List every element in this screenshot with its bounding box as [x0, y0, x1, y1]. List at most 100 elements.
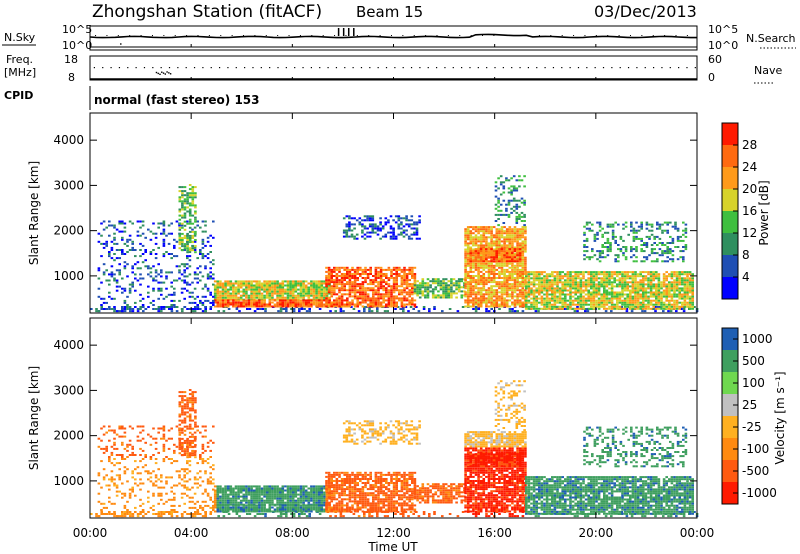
power-cell — [250, 299, 253, 302]
power-cell — [543, 305, 546, 308]
power-cell — [558, 289, 562, 292]
power-cell — [286, 303, 290, 306]
power-cell — [648, 229, 651, 232]
power-cell — [472, 297, 475, 300]
power-cell — [152, 299, 155, 302]
power-cell — [535, 273, 538, 276]
power-cell — [645, 227, 649, 230]
nsearch-dot — [561, 35, 563, 36]
power-cell — [194, 232, 197, 235]
power-cell — [482, 258, 485, 261]
power-cell — [656, 244, 659, 246]
power-cell — [170, 285, 173, 288]
power-cell — [574, 303, 577, 306]
power-cell — [513, 260, 517, 263]
power-cell — [516, 275, 519, 277]
power-cell — [683, 283, 687, 286]
power-cell — [252, 301, 256, 304]
power-cell — [655, 289, 658, 292]
power-cell — [511, 266, 514, 269]
power-cell — [325, 290, 329, 293]
power-cell — [204, 308, 207, 310]
power-cell — [206, 240, 210, 243]
power-cell — [487, 252, 491, 255]
power-cell — [408, 268, 411, 271]
power-cell — [669, 235, 672, 238]
power-cell — [165, 306, 168, 308]
power-cell — [121, 306, 124, 308]
power-cell — [487, 279, 491, 282]
power-cell — [466, 226, 470, 229]
nsearch-dot — [379, 35, 381, 36]
power-cell — [338, 281, 341, 284]
power-cell — [199, 271, 202, 274]
power-cell — [260, 288, 264, 291]
power-cell — [498, 262, 501, 265]
power-cell — [191, 194, 195, 197]
power-cell — [199, 265, 202, 268]
power-cell — [157, 310, 160, 313]
power-cell — [377, 301, 380, 304]
nave-dot — [344, 67, 346, 69]
power-cell — [566, 285, 570, 288]
power-cell — [196, 277, 199, 280]
power-cell — [464, 279, 467, 282]
power-cell — [178, 234, 182, 237]
power-cell — [592, 285, 596, 288]
power-cell — [505, 277, 509, 279]
power-cell — [221, 290, 225, 293]
power-cell — [603, 301, 606, 304]
power-cell — [188, 188, 192, 191]
power-cell — [577, 297, 580, 300]
power-cell — [524, 260, 527, 263]
power-cell — [291, 303, 295, 306]
power-cell — [691, 283, 694, 286]
power-cell — [361, 219, 364, 222]
power-cell — [464, 232, 467, 235]
power-cell — [527, 287, 531, 290]
power-cell — [532, 307, 536, 310]
power-cell — [379, 281, 383, 284]
power-cell — [583, 250, 586, 253]
power-cell — [131, 246, 134, 249]
power-cell — [508, 295, 512, 298]
power-cell — [477, 228, 480, 231]
power-cell — [110, 275, 114, 278]
power-cell — [513, 234, 517, 237]
power-cell — [191, 192, 195, 195]
power-cell — [464, 228, 467, 231]
power-cell — [100, 222, 103, 225]
velocity-cell — [209, 511, 213, 513]
power-cell — [136, 230, 140, 233]
power-cell — [178, 277, 181, 280]
power-cell — [553, 271, 557, 274]
power-cell — [553, 287, 557, 290]
power-cell — [175, 240, 179, 243]
power-cell — [511, 303, 514, 306]
power-cell — [487, 289, 491, 292]
nave-dot — [511, 67, 513, 69]
power-cell — [102, 220, 106, 223]
power-cell — [485, 301, 488, 304]
power-cell — [392, 301, 396, 304]
power-cell — [674, 246, 677, 248]
power-cell — [585, 246, 589, 248]
power-cell — [191, 241, 195, 244]
power-cell — [505, 275, 509, 277]
power-cell — [265, 282, 269, 285]
power-cell — [521, 297, 525, 300]
velocity-cell — [196, 511, 200, 513]
power-cell — [652, 295, 655, 298]
power-cell — [385, 275, 388, 277]
power-cell — [201, 287, 205, 290]
power-cell — [385, 289, 388, 292]
power-cell — [652, 303, 655, 306]
power-cell — [507, 213, 511, 216]
power-cell — [665, 305, 668, 308]
power-cell — [603, 289, 606, 292]
power-cell — [359, 285, 362, 288]
power-cell — [571, 291, 575, 294]
power-cell — [660, 307, 663, 310]
power-cell — [503, 262, 506, 265]
power-cell — [410, 215, 414, 218]
